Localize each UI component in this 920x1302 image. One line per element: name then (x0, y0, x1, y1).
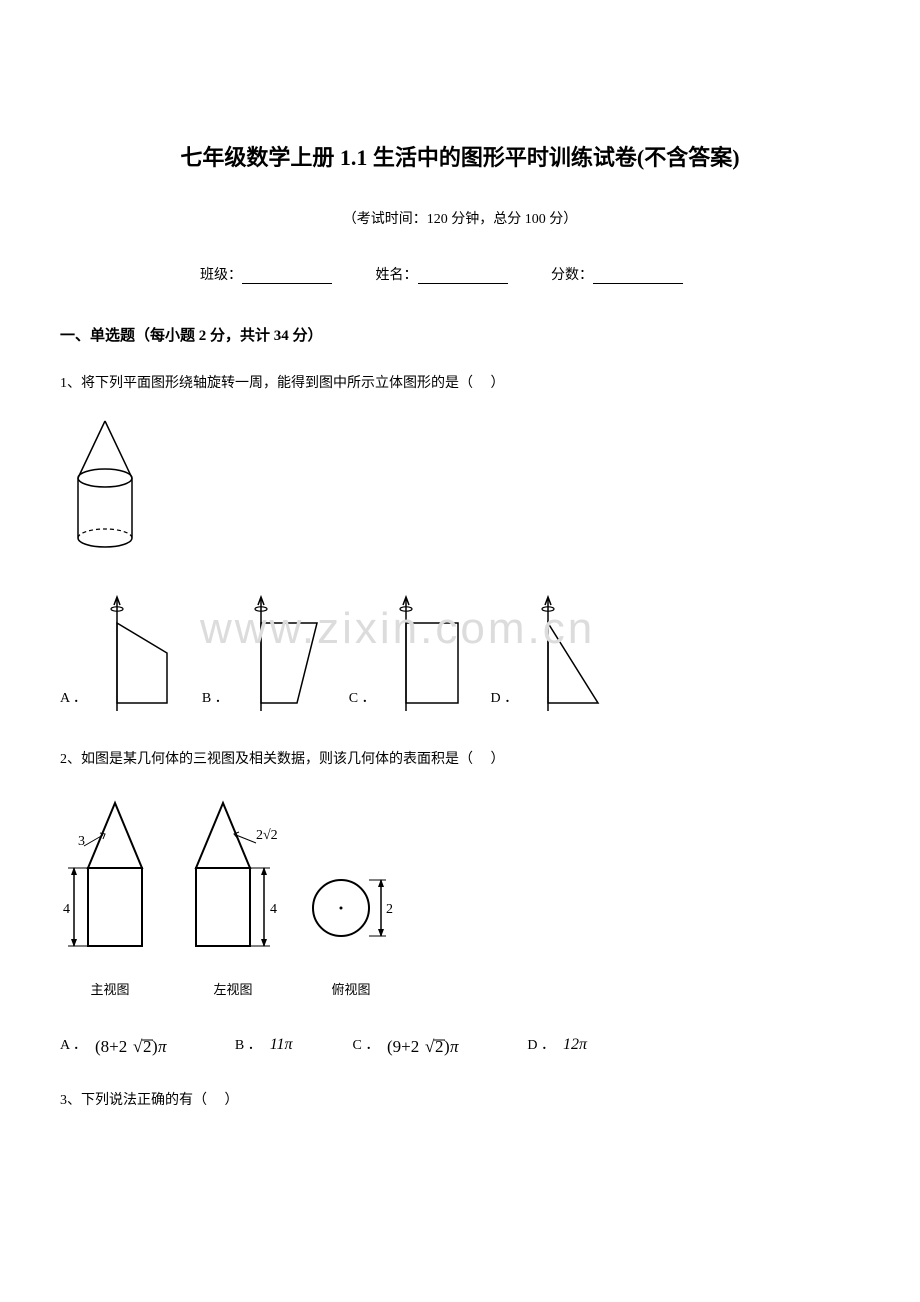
q2-option-a-label: A ． (60, 1033, 87, 1058)
q1-option-c-figure (386, 593, 481, 713)
section-1-heading: 一、单选题（每小题 2 分，共计 34 分） (60, 324, 860, 345)
question-2-figures: 3 4 主视图 2√2 (60, 793, 860, 1002)
q2-side-view: 2√2 4 左视图 (178, 793, 288, 1002)
svg-text:2: 2 (143, 1037, 152, 1056)
svg-text:π: π (158, 1037, 167, 1056)
q2-option-d[interactable]: D ． 12π (527, 1031, 587, 1060)
svg-text:√: √ (133, 1037, 143, 1056)
q1-option-d-figure (528, 593, 623, 713)
q2-option-b-label: B ． (235, 1033, 262, 1058)
q2-side-label: 左视图 (178, 978, 288, 1001)
svg-text:4: 4 (63, 902, 70, 917)
svg-text:2√2: 2√2 (256, 828, 278, 843)
q1-option-a-figure (97, 593, 192, 713)
q2-option-c[interactable]: C ． (9+2 √ 2 ) π (353, 1032, 468, 1060)
score-blank (593, 270, 683, 284)
score-label: 分数： (551, 268, 593, 283)
class-blank (242, 270, 332, 284)
question-1-target-figure (60, 416, 860, 565)
question-3: 3、下列说法正确的有（ ） (60, 1088, 860, 1113)
q1-option-a-label: A ． (60, 686, 87, 713)
svg-text:(9+2: (9+2 (387, 1037, 419, 1056)
q2-front-label: 主视图 (60, 978, 160, 1001)
svg-text:4: 4 (270, 902, 277, 917)
question-2: 2、如图是某几何体的三视图及相关数据，则该几何体的表面积是（ ） 3 4 (60, 747, 860, 1060)
question-2-options: A ． (8+2 √ 2 ) π B ． 11π C ． (9+2 √ 2 ) … (60, 1031, 860, 1060)
q1-option-a[interactable]: A ． (60, 593, 192, 713)
svg-text:√: √ (425, 1037, 435, 1056)
q2-option-d-label: D ． (527, 1033, 555, 1058)
q2-option-b[interactable]: B ． 11π (235, 1031, 293, 1060)
q1-option-d[interactable]: D ． (491, 593, 624, 713)
q2-front-view: 3 4 主视图 (60, 793, 160, 1002)
svg-text:π: π (450, 1037, 459, 1056)
svg-text:(8+2: (8+2 (95, 1037, 127, 1056)
q1-option-c-label: C ． (349, 686, 376, 713)
student-info-row: 班级： 姓名： 分数： (60, 264, 860, 284)
q2-top-view: 2 俯视图 (306, 793, 396, 1002)
q2-top-label: 俯视图 (306, 978, 396, 1001)
page-title: 七年级数学上册 1.1 生活中的图形平时训练试卷(不含答案) (60, 140, 860, 172)
q1-option-b[interactable]: B ． (202, 593, 339, 713)
svg-text:2: 2 (386, 902, 393, 917)
question-2-text: 2、如图是某几何体的三视图及相关数据，则该几何体的表面积是（ ） (60, 747, 860, 772)
svg-text:3: 3 (78, 834, 85, 849)
exam-subtitle: （考试时间：120 分钟，总分 100 分） (60, 208, 860, 228)
question-1-text: 1、将下列平面图形绕轴旋转一周，能得到图中所示立体图形的是（ ） (60, 371, 860, 396)
name-label: 姓名： (376, 268, 418, 283)
question-1: 1、将下列平面图形绕轴旋转一周，能得到图中所示立体图形的是（ ） A ． (60, 371, 860, 713)
q2-option-a[interactable]: A ． (8+2 √ 2 ) π (60, 1032, 175, 1060)
q1-option-d-label: D ． (491, 686, 519, 713)
q1-option-b-figure (239, 593, 339, 713)
q2-option-c-label: C ． (353, 1033, 380, 1058)
q2-option-c-expr: (9+2 √ 2 ) π (387, 1032, 467, 1060)
q1-option-c[interactable]: C ． (349, 593, 481, 713)
q2-option-a-expr: (8+2 √ 2 ) π (95, 1032, 175, 1060)
q2-option-b-expr: 11π (270, 1031, 293, 1060)
question-3-text: 3、下列说法正确的有（ ） (60, 1088, 860, 1113)
svg-text:): ) (444, 1037, 450, 1056)
class-label: 班级： (200, 268, 242, 283)
question-1-options: A ． B ． C ． (60, 593, 860, 713)
name-blank (418, 270, 508, 284)
q2-option-d-expr: 12π (563, 1031, 587, 1060)
svg-text:): ) (152, 1037, 158, 1056)
svg-text:2: 2 (435, 1037, 444, 1056)
q1-option-b-label: B ． (202, 686, 229, 713)
